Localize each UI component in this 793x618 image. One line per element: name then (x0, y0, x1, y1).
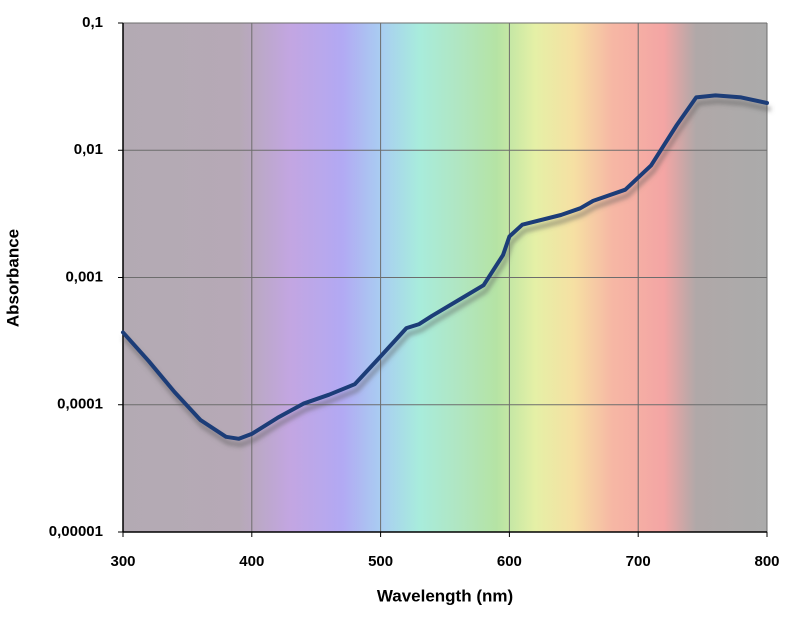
x-tick-label: 300 (110, 553, 135, 570)
y-tick-label: 0,00001 (49, 523, 103, 540)
x-tick-label: 500 (368, 553, 393, 570)
x-tick-label: 800 (754, 553, 779, 570)
x-tick-label: 600 (497, 553, 522, 570)
x-axis-title: Wavelength (nm) (377, 586, 513, 605)
data-line (121, 93, 769, 441)
x-tick-label: 700 (626, 553, 651, 570)
y-tick-label: 0,01 (74, 141, 103, 158)
y-axis-title: Absorbance (3, 229, 22, 327)
y-tick-label: 0,1 (82, 14, 103, 31)
x-tick-label: 400 (239, 553, 264, 570)
y-tick-label: 0,0001 (57, 396, 103, 413)
y-tick-label: 0,001 (65, 268, 103, 285)
